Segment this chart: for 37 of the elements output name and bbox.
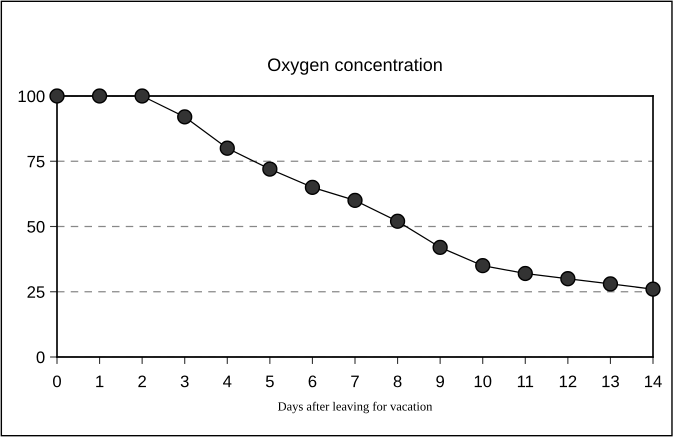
x-tick-label: 6 [308,375,316,388]
x-tick-label: 2 [138,375,146,388]
point [304,180,320,195]
x-tick-label: 14 [645,376,662,388]
x-tick-label: 7 [351,376,359,388]
point [602,276,618,292]
point [560,271,576,286]
point [177,109,192,125]
x-tick-label: 0 [53,375,61,388]
x-tick-label: 5 [266,376,274,388]
point [220,140,235,156]
x-tick-label: 10 [474,375,492,388]
point [475,258,490,274]
y-tick-label: 100 [18,90,45,102]
x-tick-label: 1 [96,376,104,388]
point [432,240,448,256]
x-tick-label: 13 [602,375,619,388]
x-tick-label: 3 [180,375,189,388]
chart-title: Oxygen concentration [268,58,442,75]
point [134,88,150,104]
point [518,266,533,282]
y-tick-label: 25 [27,286,44,298]
point [92,88,108,104]
x-tick-label: 9 [436,375,444,388]
point [49,88,65,104]
point [645,282,661,297]
x-tick-label: 11 [518,376,534,388]
x-tick-label: 8 [394,375,402,388]
y-tick-label: 50 [27,220,45,233]
y-tick-label: 75 [28,156,44,168]
x-tick-label: 4 [223,376,232,388]
x-axis-title: Days after leaving for vacation [278,402,432,414]
y-tick-label: 0 [36,351,45,364]
x-tick-label: 12 [560,375,576,388]
point [347,192,363,208]
point [390,214,406,229]
point [262,161,278,177]
